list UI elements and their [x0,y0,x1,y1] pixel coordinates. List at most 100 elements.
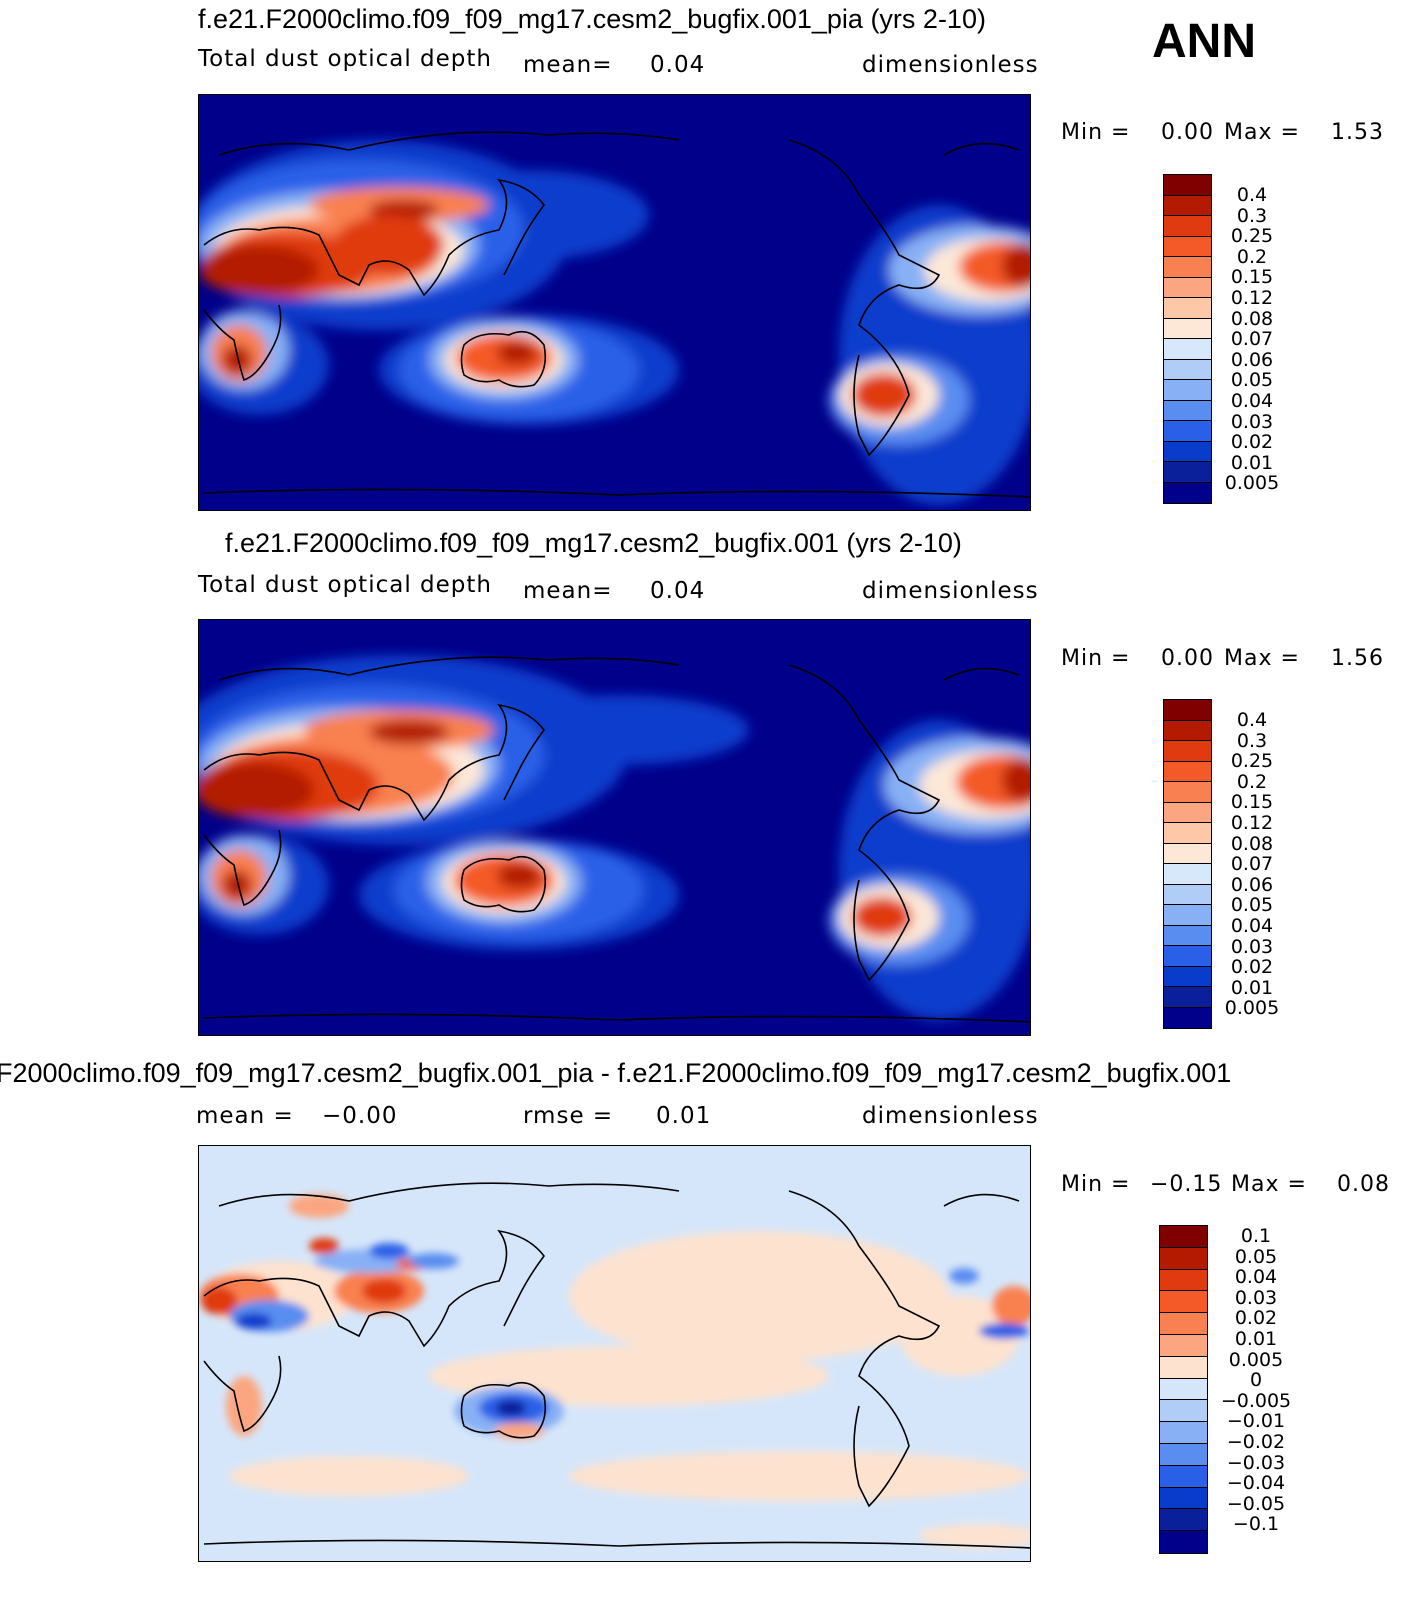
colorbar-tick-label: 0.04 [1234,1266,1278,1289]
colorbar-tick-label: 0.08 [1230,307,1274,330]
colorbar-tick-label: 0.1 [1240,1225,1272,1247]
panel1-mean-label: mean= [523,52,613,78]
colorbar-swatch [1164,175,1211,196]
colorbar-swatch [1160,1291,1207,1314]
colorbar-swatch [1164,462,1211,483]
panel2-min-label: Min = [1061,646,1131,671]
panel2-max-value: 1.56 [1331,646,1384,671]
colorbar-swatch [1160,1247,1207,1270]
panel2-units: dimensionless [862,578,1039,604]
colorbar-tick-label: 0.06 [1230,873,1274,896]
panel3-units: dimensionless [862,1103,1039,1129]
panel3-rmse-label: rmse = [523,1103,614,1129]
colorbar-swatch [1164,441,1211,462]
panel2-variable-label: Total dust optical depth [198,572,492,598]
colorbar-tick-label: 0.4 [1236,184,1268,206]
colorbar-tick-label: 0.12 [1230,812,1274,834]
panel1-max-value: 1.53 [1331,120,1384,145]
colorbar-swatch [1164,741,1211,762]
panel3-map [198,1145,1031,1562]
colorbar-tick-label: 0.4 [1236,709,1268,731]
colorbar-swatch [1160,1378,1207,1401]
colorbar-tick-label: 0.07 [1230,853,1274,876]
colorbar-swatch [1164,946,1211,967]
panel3-max-label: Max = [1231,1172,1307,1197]
colorbar-tick-label: 0.02 [1230,956,1274,979]
panel3-min-value: −0.15 [1150,1172,1223,1197]
colorbar-tick-label: 0.08 [1230,832,1274,855]
colorbar-swatch [1164,359,1211,380]
colorbar-tick-label: 0.12 [1230,287,1274,309]
colorbar-tick-label: 0.01 [1230,976,1274,999]
panel1-map-svg [199,131,1030,505]
colorbar-tick-label: 0.25 [1230,225,1274,248]
panel1-mean-value: 0.04 [650,52,706,78]
colorbar-tick-label: 0.05 [1230,894,1274,917]
colorbar-tick-label: 0.25 [1230,750,1274,773]
colorbar-tick-label: 0.05 [1234,1245,1278,1268]
colorbar-tick-label: 0.2 [1236,770,1268,793]
colorbar-swatch [1160,1269,1207,1292]
panel2-map-svg [199,655,1030,1023]
colorbar-swatch [1164,843,1211,864]
panel3-max-value: 0.08 [1337,1172,1390,1197]
panel1-variable-label: Total dust optical depth [198,46,492,72]
panel2-colorbar [1163,699,1212,1029]
colorbar-swatch [1164,216,1211,237]
colorbar-tick-label: 0.07 [1230,328,1274,351]
panel3-rmse-value: 0.01 [656,1103,712,1129]
colorbar-swatch [1164,339,1211,360]
panel2-mean-label: mean= [523,578,613,604]
colorbar-swatch [1164,823,1211,844]
colorbar-tick-label: 0.005 [1224,472,1280,495]
colorbar-swatch [1164,482,1211,503]
panel2-mean-value: 0.04 [650,578,706,604]
colorbar-swatch [1164,421,1211,442]
colorbar-swatch [1164,195,1211,216]
colorbar-tick-label: 0.03 [1230,410,1274,433]
season-label: ANN [1152,15,1256,68]
colorbar-tick-label: 0.01 [1234,1328,1278,1350]
colorbar-tick-label: 0.04 [1230,915,1274,937]
colorbar-tick-label: 0.005 [1228,1348,1284,1371]
panel3-title: F2000climo.f09_f09_mg17.cesm2_bugfix.001… [0,1058,1232,1088]
panel3-min-label: Min = [1061,1172,1131,1197]
colorbar-swatch [1164,905,1211,926]
panel2-map [198,619,1031,1036]
colorbar-swatch [1160,1465,1207,1488]
panel2-title: f.e21.F2000climo.f09_f09_mg17.cesm2_bugf… [225,528,962,558]
colorbar-swatch [1164,884,1211,905]
panel3-mean-label: mean = [196,1103,294,1129]
colorbar-swatch [1160,1226,1207,1248]
colorbar-swatch [1164,987,1211,1008]
colorbar-swatch [1164,318,1211,339]
colorbar-tick-label: 0.03 [1234,1286,1278,1309]
colorbar-swatch [1164,864,1211,885]
panel3-colorbar [1159,1225,1208,1554]
colorbar-swatch [1164,298,1211,319]
colorbar-tick-label: 0.02 [1230,431,1274,454]
colorbar-tick-label: −0.1 [1232,1513,1280,1536]
colorbar-swatch [1164,400,1211,421]
colorbar-swatch [1160,1531,1207,1553]
colorbar-tick-label: 0.03 [1230,935,1274,958]
panel3-map-svg [199,1182,1030,1549]
panel2-min-value: 0.00 [1161,646,1214,671]
panel1-colorbar [1163,174,1212,504]
colorbar-swatch [1164,236,1211,257]
colorbar-tick-label: 0.2 [1236,245,1268,268]
colorbar-swatch [1164,1007,1211,1028]
colorbar-tick-label: 0.04 [1230,390,1274,412]
panel2-max-label: Max = [1224,646,1300,671]
colorbar-tick-label: 0.005 [1224,997,1280,1020]
colorbar-swatch [1164,966,1211,987]
colorbar-tick-label: 0.15 [1230,791,1274,814]
colorbar-swatch [1160,1334,1207,1357]
colorbar-tick-label: 0.01 [1230,451,1274,474]
colorbar-swatch [1160,1487,1207,1510]
colorbar-swatch [1160,1509,1207,1532]
colorbar-swatch [1160,1422,1207,1444]
colorbar-swatch [1160,1400,1207,1423]
colorbar-swatch [1164,802,1211,823]
panel3-mean-value: −0.00 [322,1103,398,1129]
